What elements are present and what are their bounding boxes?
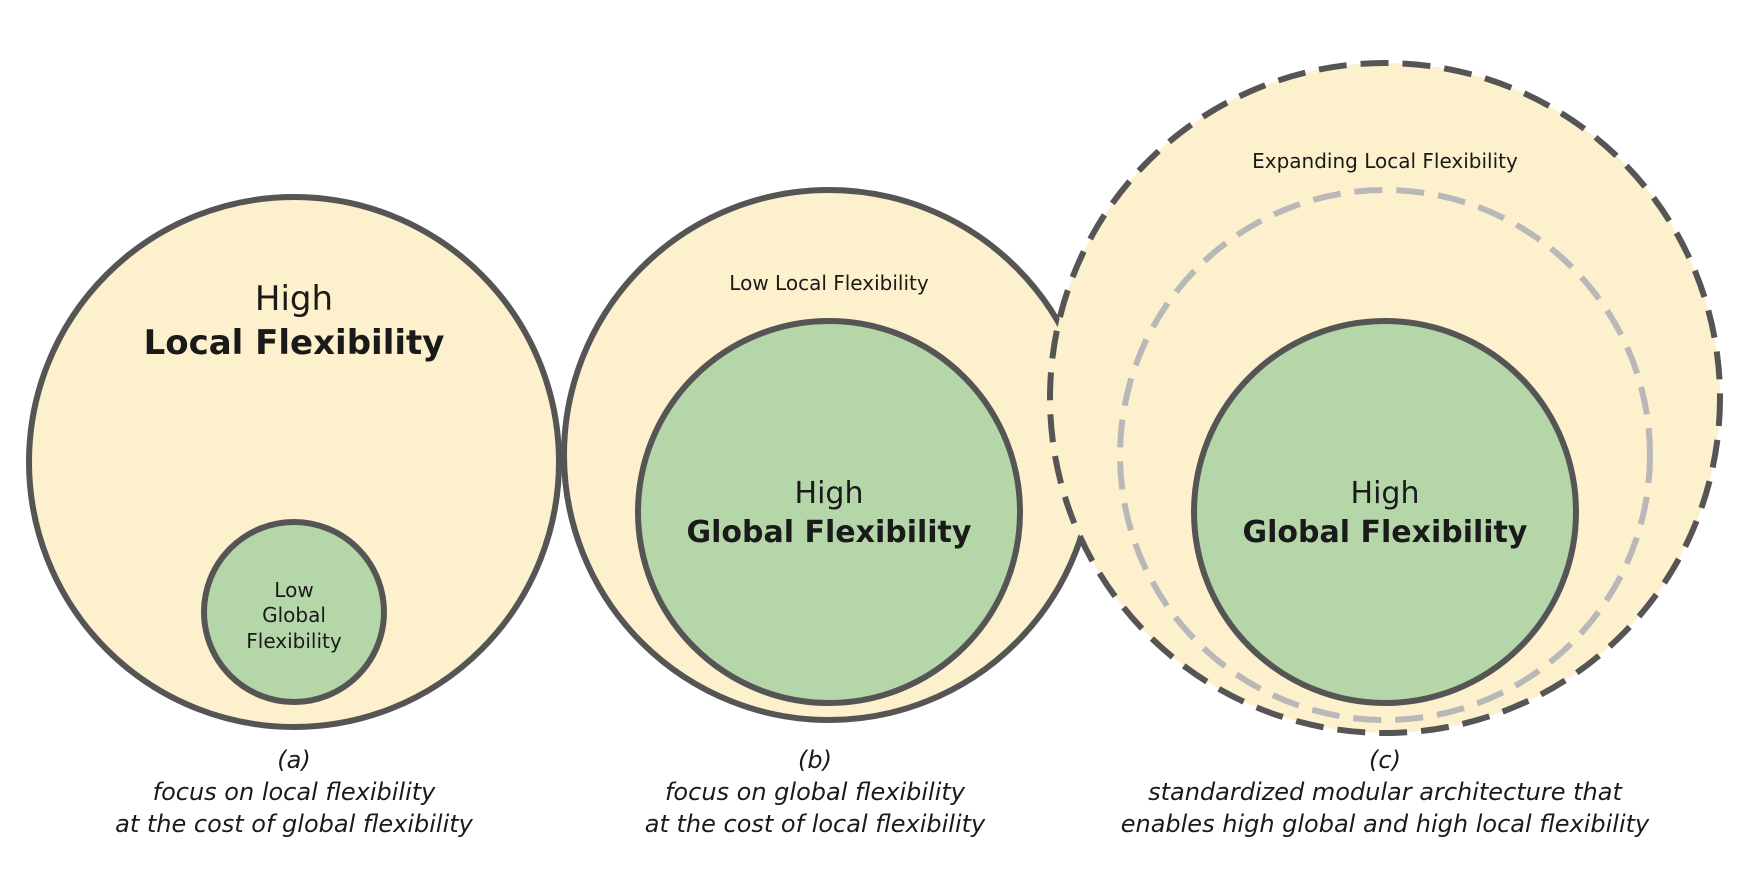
panel-c-caption-letter: (c) bbox=[1369, 746, 1401, 774]
panel-b: Low Local Flexibility High Global Flexib… bbox=[561, 187, 1097, 838]
panel-a-inner-label-line-3: Flexibility bbox=[246, 629, 342, 653]
panel-c: Expanding Local Flexibility High Global … bbox=[1047, 60, 1723, 838]
panel-c-inner-label-bottom: Global Flexibility bbox=[1243, 515, 1528, 550]
panel-a-inner-label-line-2: Global bbox=[262, 603, 326, 627]
panel-b-inner-label-top: High bbox=[795, 476, 864, 511]
panel-c-inner-label-top: High bbox=[1351, 476, 1420, 511]
panel-a: High Local Flexibility Low Global Flexib… bbox=[26, 194, 562, 838]
panel-a-outer-circle bbox=[26, 194, 562, 730]
panel-a-caption-line-2: at the cost of global flexibility bbox=[115, 810, 474, 838]
panel-a-caption-letter: (a) bbox=[277, 746, 310, 774]
panel-a-outer-label-top: High bbox=[255, 279, 333, 319]
panel-b-caption-line-2: at the cost of local flexibility bbox=[645, 810, 986, 838]
panel-b-caption-letter: (b) bbox=[798, 746, 832, 774]
panel-c-expanding-dashed-circle bbox=[1117, 187, 1653, 723]
panel-b-inner-circle bbox=[635, 318, 1023, 706]
panel-b-caption-line-1: focus on global flexibility bbox=[665, 778, 966, 806]
panel-c-caption-line-1: standardized modular architecture that bbox=[1148, 778, 1623, 806]
panel-a-caption-line-1: focus on local flexibility bbox=[153, 778, 437, 806]
panel-c-caption-line-2: enables high global and high local flexi… bbox=[1121, 810, 1650, 838]
panel-b-outer-label: Low Local Flexibility bbox=[729, 271, 929, 295]
panel-a-inner-label-line-1: Low bbox=[274, 578, 313, 602]
panel-c-outer-label: Expanding Local Flexibility bbox=[1252, 149, 1518, 173]
panel-c-inner-circle bbox=[1191, 318, 1579, 706]
panel-b-inner-label-bottom: Global Flexibility bbox=[687, 515, 972, 550]
panel-a-inner-circle bbox=[201, 519, 387, 705]
panel-a-outer-label-bottom: Local Flexibility bbox=[144, 323, 445, 363]
